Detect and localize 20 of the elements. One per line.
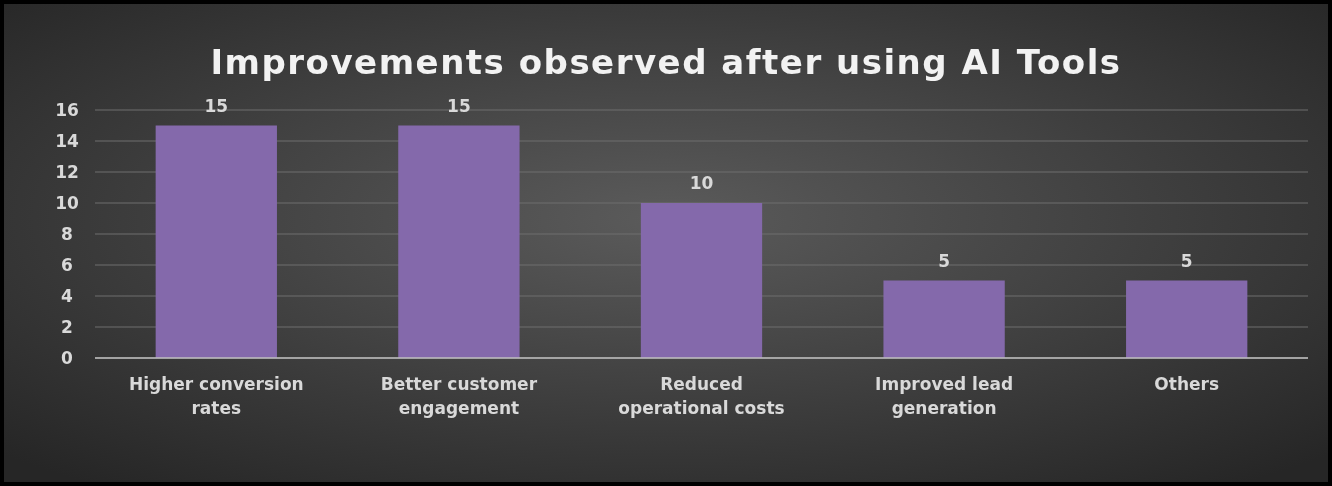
data-label: 15 (447, 95, 471, 116)
data-label: 15 (204, 95, 229, 116)
data-label: 5 (938, 250, 951, 271)
y-tick-label: 10 (55, 192, 79, 213)
x-tick-label: Improved lead generation (875, 374, 1014, 418)
y-tick-label: 12 (55, 161, 79, 182)
x-tick-label: Others (1154, 374, 1220, 394)
y-tick-label: 0 (61, 347, 74, 368)
data-label: 10 (689, 173, 714, 193)
y-tick-label: 16 (55, 99, 79, 120)
x-tick-label: Higher conversion rates (128, 374, 304, 418)
y-tick-label: 6 (61, 254, 73, 275)
y-tick-label: 8 (61, 223, 73, 244)
x-tick-label: Better customer engagement (380, 374, 538, 418)
x-tick-label: Reduced operational costs (618, 374, 785, 418)
chart-title: Improvements observed after using AI Tools (210, 42, 1122, 82)
y-tick-label: 14 (55, 130, 79, 151)
data-label: 5 (1180, 250, 1193, 271)
y-tick-label: 2 (61, 316, 73, 337)
y-tick-label: 4 (61, 285, 74, 306)
